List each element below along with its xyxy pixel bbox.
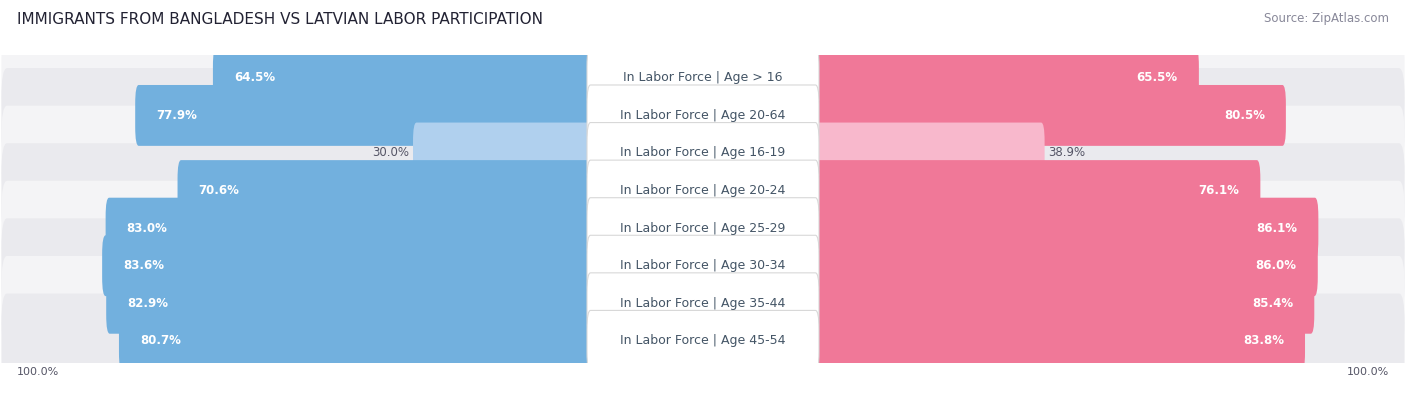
Text: In Labor Force | Age 20-64: In Labor Force | Age 20-64: [620, 109, 786, 122]
FancyBboxPatch shape: [1, 218, 1405, 313]
FancyBboxPatch shape: [413, 122, 593, 183]
Text: 65.5%: 65.5%: [1136, 71, 1178, 85]
Text: 80.5%: 80.5%: [1223, 109, 1265, 122]
FancyBboxPatch shape: [1, 181, 1405, 275]
FancyBboxPatch shape: [212, 47, 593, 108]
FancyBboxPatch shape: [1, 30, 1405, 125]
FancyBboxPatch shape: [588, 310, 818, 371]
FancyBboxPatch shape: [1, 68, 1405, 163]
FancyBboxPatch shape: [588, 47, 818, 108]
FancyBboxPatch shape: [813, 85, 1286, 146]
FancyBboxPatch shape: [1, 256, 1405, 351]
Text: 83.6%: 83.6%: [124, 259, 165, 272]
Text: 83.8%: 83.8%: [1243, 334, 1284, 347]
FancyBboxPatch shape: [588, 160, 818, 221]
FancyBboxPatch shape: [813, 160, 1260, 221]
FancyBboxPatch shape: [103, 235, 593, 296]
Text: Source: ZipAtlas.com: Source: ZipAtlas.com: [1264, 12, 1389, 25]
Text: In Labor Force | Age 45-54: In Labor Force | Age 45-54: [620, 334, 786, 347]
FancyBboxPatch shape: [588, 235, 818, 296]
Text: In Labor Force | Age 25-29: In Labor Force | Age 25-29: [620, 222, 786, 235]
FancyBboxPatch shape: [813, 47, 1199, 108]
FancyBboxPatch shape: [813, 122, 1045, 183]
Text: In Labor Force | Age 35-44: In Labor Force | Age 35-44: [620, 297, 786, 310]
Text: 86.1%: 86.1%: [1257, 222, 1298, 235]
Text: In Labor Force | Age 16-19: In Labor Force | Age 16-19: [620, 147, 786, 160]
FancyBboxPatch shape: [1, 143, 1405, 238]
Text: In Labor Force | Age 30-34: In Labor Force | Age 30-34: [620, 259, 786, 272]
FancyBboxPatch shape: [588, 122, 818, 183]
Text: 77.9%: 77.9%: [156, 109, 197, 122]
Text: 30.0%: 30.0%: [373, 147, 409, 160]
FancyBboxPatch shape: [813, 310, 1305, 371]
Text: 38.9%: 38.9%: [1047, 147, 1085, 160]
FancyBboxPatch shape: [107, 273, 593, 334]
FancyBboxPatch shape: [1, 105, 1405, 200]
Text: In Labor Force | Age > 16: In Labor Force | Age > 16: [623, 71, 783, 85]
FancyBboxPatch shape: [177, 160, 593, 221]
Text: 80.7%: 80.7%: [141, 334, 181, 347]
Text: 76.1%: 76.1%: [1198, 184, 1239, 197]
Text: 100.0%: 100.0%: [1347, 367, 1389, 377]
Text: 86.0%: 86.0%: [1256, 259, 1296, 272]
FancyBboxPatch shape: [588, 85, 818, 146]
FancyBboxPatch shape: [105, 198, 593, 259]
Text: 85.4%: 85.4%: [1253, 297, 1294, 310]
Text: 100.0%: 100.0%: [17, 367, 59, 377]
FancyBboxPatch shape: [813, 198, 1319, 259]
FancyBboxPatch shape: [1, 293, 1405, 388]
Text: 83.0%: 83.0%: [127, 222, 167, 235]
FancyBboxPatch shape: [588, 273, 818, 334]
Text: 64.5%: 64.5%: [233, 71, 276, 85]
FancyBboxPatch shape: [813, 273, 1315, 334]
FancyBboxPatch shape: [588, 198, 818, 259]
Text: IMMIGRANTS FROM BANGLADESH VS LATVIAN LABOR PARTICIPATION: IMMIGRANTS FROM BANGLADESH VS LATVIAN LA…: [17, 12, 543, 27]
FancyBboxPatch shape: [135, 85, 593, 146]
Text: 82.9%: 82.9%: [128, 297, 169, 310]
FancyBboxPatch shape: [813, 235, 1317, 296]
FancyBboxPatch shape: [120, 310, 593, 371]
Text: In Labor Force | Age 20-24: In Labor Force | Age 20-24: [620, 184, 786, 197]
Text: 70.6%: 70.6%: [198, 184, 239, 197]
